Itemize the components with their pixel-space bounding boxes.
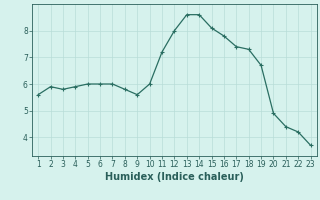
X-axis label: Humidex (Indice chaleur): Humidex (Indice chaleur) <box>105 172 244 182</box>
